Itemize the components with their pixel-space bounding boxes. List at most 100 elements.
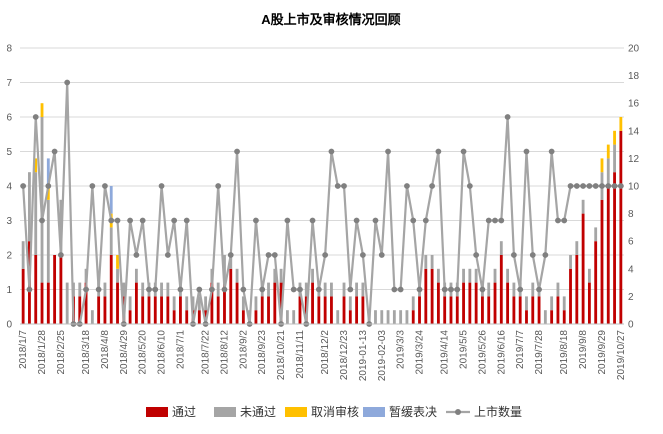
bar-通过	[481, 296, 484, 324]
line-point	[385, 148, 391, 155]
bar-通过	[311, 282, 314, 324]
bar-未通过	[587, 268, 591, 283]
line-point	[45, 183, 52, 189]
line-point	[567, 183, 574, 189]
bar-未通过	[273, 268, 277, 283]
bar-未通过	[493, 268, 497, 283]
bar-未通过	[430, 255, 434, 269]
line-上市数量	[22, 81, 621, 326]
line-point	[435, 148, 442, 155]
bar-通过	[241, 310, 245, 324]
bar-通过	[210, 282, 214, 324]
bar-未通过	[197, 296, 201, 311]
bar-未通过	[160, 282, 163, 297]
bar-取消审核	[600, 158, 604, 173]
line-point	[240, 286, 247, 293]
line-point	[39, 217, 45, 224]
bar-未通过	[116, 268, 119, 283]
bar-取消审核	[46, 186, 50, 200]
line-point	[139, 217, 146, 224]
line-point	[227, 252, 234, 258]
line-point	[492, 217, 498, 224]
legend-swatch	[285, 407, 307, 417]
line-point	[517, 286, 524, 293]
bar-未通过	[543, 310, 547, 324]
bar-通过	[575, 255, 579, 324]
bar-未通过	[122, 282, 126, 297]
line-point	[536, 286, 542, 293]
bar-未通过	[235, 268, 239, 283]
bar-未通过	[323, 282, 327, 297]
bar-未通过	[103, 282, 107, 297]
bar-通过	[116, 282, 119, 324]
bar-未通过	[531, 282, 535, 297]
line-point	[51, 148, 58, 155]
bar-通过	[348, 310, 352, 324]
x-tick-label: 2019-02-03	[377, 330, 388, 382]
bar-通过	[342, 296, 346, 324]
line-point	[334, 183, 341, 189]
bar-通过	[550, 310, 554, 324]
bar-未通过	[550, 296, 554, 311]
x-tick-label: 2019/3/24	[415, 330, 426, 375]
line-point	[441, 286, 448, 293]
bar-未通过	[392, 310, 396, 324]
x-tick-label: 2018/10/21	[276, 330, 287, 380]
bar-未通过	[46, 199, 50, 283]
bar-通过	[46, 282, 50, 324]
bar-通过	[449, 296, 453, 324]
y-tick-label: 1	[6, 285, 12, 296]
bar-通过	[430, 268, 434, 324]
line-point	[548, 148, 555, 155]
legend-label: 取消审核	[311, 404, 359, 419]
line-point	[322, 252, 329, 258]
line-point	[284, 217, 291, 224]
bar-未通过	[474, 268, 478, 283]
line-point	[542, 252, 549, 258]
line-point	[485, 217, 492, 224]
x-tick-label: 2018/7/1	[175, 330, 186, 369]
line-point	[359, 252, 366, 258]
bar-未通过	[499, 241, 503, 255]
line-point	[83, 286, 89, 293]
x-tick-label: 2018/1/28	[37, 330, 48, 375]
bar-未通过	[411, 296, 415, 311]
y-tick-label: 4	[6, 182, 12, 193]
line-point	[391, 286, 398, 293]
bar-通过	[600, 199, 604, 324]
bar-未通过	[166, 282, 170, 297]
y2-tick-label: 10	[628, 182, 640, 193]
y-tick-label: 8	[6, 44, 12, 55]
bar-通过	[455, 296, 459, 324]
y-tick-label: 0	[6, 320, 12, 331]
bar-通过	[468, 282, 472, 324]
legend-label: 未通过	[240, 405, 276, 419]
bar-取消审核	[116, 255, 119, 269]
bar-通过	[185, 310, 189, 324]
bar-未通过	[613, 144, 616, 173]
bar-通过	[411, 310, 415, 324]
bar-未通过	[279, 268, 283, 283]
bar-未通过	[556, 282, 560, 297]
line-point	[429, 183, 436, 189]
line-point	[605, 183, 612, 189]
bar-通过	[613, 172, 616, 324]
x-tick-label: 2018/4/29	[119, 330, 130, 375]
bar-通过	[594, 241, 598, 324]
line-point	[146, 286, 152, 293]
bar-通过	[506, 282, 510, 324]
line-point	[529, 252, 536, 258]
y2-tick-label: 16	[628, 99, 640, 110]
bar-通过	[424, 268, 428, 324]
y-tick-label: 6	[6, 113, 12, 124]
y2-tick-label: 8	[628, 209, 634, 220]
x-tick-label: 2019/5/5	[459, 330, 470, 369]
bar-未通过	[386, 310, 390, 324]
bar-通过	[474, 282, 478, 324]
bar-未通过	[487, 282, 491, 297]
bar-未通过	[204, 296, 208, 311]
bar-未通过	[128, 296, 132, 311]
bar-未通过	[229, 255, 233, 269]
